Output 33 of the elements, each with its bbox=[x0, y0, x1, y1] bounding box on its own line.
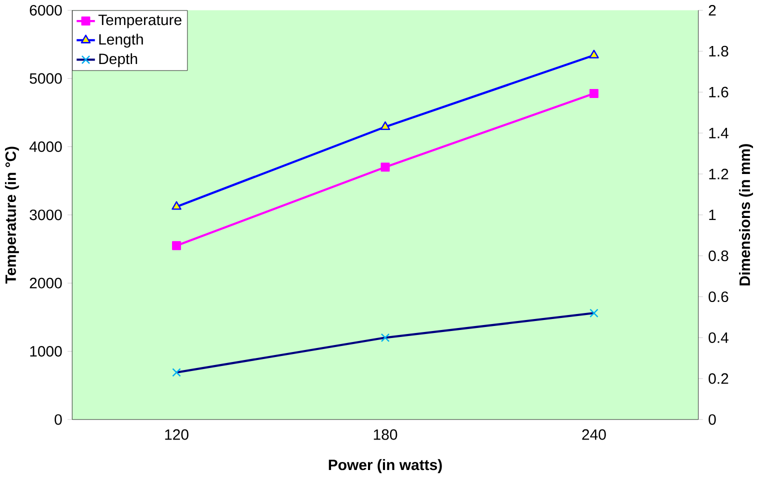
x-tick-label: 240 bbox=[582, 429, 606, 440]
y-tick-label: 3000 bbox=[30, 210, 62, 220]
y2-tick-label: 0 bbox=[708, 414, 716, 425]
legend-label: Depth bbox=[99, 53, 138, 68]
point bbox=[589, 88, 598, 98]
y2-tick-label: 0.6 bbox=[708, 291, 728, 302]
legend-label: Temperature bbox=[98, 14, 182, 28]
y2-tick-label: 1.2 bbox=[709, 168, 728, 180]
legend-label: Length bbox=[99, 34, 143, 48]
y2-tick-label: 1.4 bbox=[709, 128, 728, 138]
y-tick-label: 4000 bbox=[29, 141, 62, 152]
point bbox=[380, 162, 390, 172]
y2-tick-label: 1.8 bbox=[709, 46, 728, 56]
point bbox=[172, 241, 182, 250]
y2-tick-label: 1 bbox=[709, 210, 716, 220]
y-tick-label: 2000 bbox=[30, 278, 62, 288]
y2-axis-title: Dimensions (in mm) bbox=[739, 144, 754, 286]
point bbox=[172, 201, 182, 210]
point bbox=[380, 121, 390, 130]
y-tick-label: 5000 bbox=[30, 73, 62, 84]
x-axis-title: Power (in watts) bbox=[328, 459, 442, 474]
y2-tick-label: 0.2 bbox=[708, 373, 728, 384]
x-tick-label: 180 bbox=[374, 429, 398, 440]
y2-tick-label: 2 bbox=[708, 4, 716, 16]
point bbox=[589, 50, 599, 58]
y-tick-label: 1000 bbox=[30, 346, 62, 357]
y2-tick-label: 0.8 bbox=[708, 250, 728, 262]
y-tick-label: 0 bbox=[54, 414, 62, 425]
x-tick-label: 120 bbox=[165, 429, 188, 440]
y-axis-title: Temperature (in °C) bbox=[4, 146, 19, 284]
y2-tick-label: 0.4 bbox=[708, 332, 728, 343]
y-tick-label: 6000 bbox=[30, 4, 62, 16]
y2-tick-label: 1.6 bbox=[709, 86, 728, 98]
